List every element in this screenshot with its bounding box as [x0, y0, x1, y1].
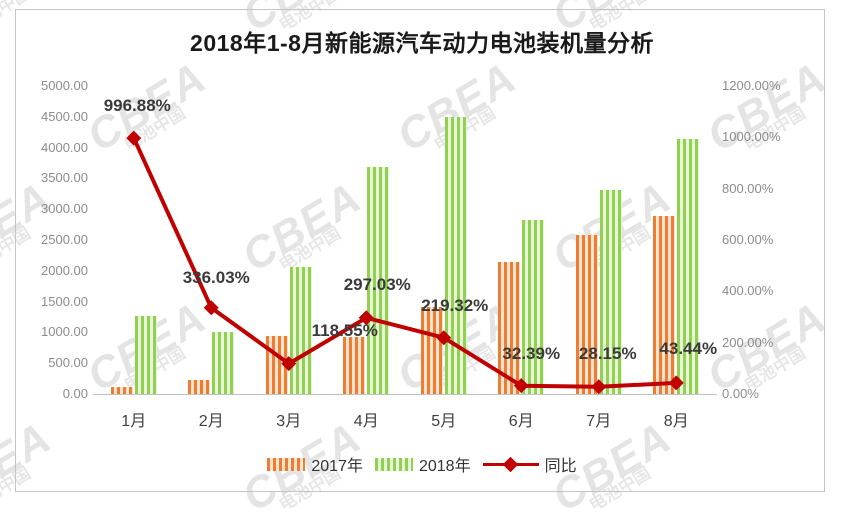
legend-item-2017: 2017年 — [267, 452, 363, 476]
x-axis-label: 5月 — [431, 413, 457, 430]
left-axis-tick: 4000.00 — [41, 139, 88, 155]
legend-label-yoy: 同比 — [544, 458, 577, 475]
legend-label-2017: 2017年 — [311, 458, 363, 475]
left-axis-tick: 2500.00 — [41, 232, 88, 247]
chart-title: 2018年1-8月新能源汽车动力电池装机量分析 — [190, 30, 654, 56]
yoy-value-label: 219.32% — [421, 295, 489, 315]
bar-2018年-6月 — [522, 219, 545, 394]
bar-2017年-8月 — [653, 216, 676, 394]
legend-diamond-icon — [502, 456, 518, 472]
left-axis-tick: 1000.00 — [41, 324, 88, 340]
x-axis-label: 3月 — [276, 413, 302, 430]
yoy-value-label: 43.44% — [659, 338, 718, 358]
legend-item-2018: 2018年 — [374, 452, 471, 476]
legend-label-2018: 2018年 — [418, 458, 471, 475]
chart-frame — [15, 9, 825, 492]
x-axis-label: 7月 — [586, 413, 612, 430]
x-axis-line — [93, 394, 717, 395]
right-axis-tick: 600.00% — [722, 232, 774, 247]
bar-2017年-7月 — [575, 234, 598, 394]
left-axis-tick: 1500.00 — [41, 293, 88, 309]
legend: 2017年 2018年 同比 — [0, 452, 844, 476]
legend-swatch-2017-icon — [267, 457, 306, 471]
x-axis-label: 4月 — [353, 413, 379, 430]
yoy-value-label: 297.03% — [343, 274, 411, 294]
left-axis-tick: 3500.00 — [41, 170, 88, 186]
left-axis-tick: 500.00 — [48, 355, 88, 371]
left-axis-tick: 3000.00 — [41, 201, 88, 217]
bar-2018年-8月 — [677, 138, 700, 394]
legend-item-yoy: 同比 — [482, 452, 577, 476]
left-axis-tick: 5000.00 — [41, 78, 88, 93]
yoy-value-label: 336.03% — [182, 267, 250, 287]
bar-2017年-5月 — [420, 307, 443, 394]
right-axis-tick: 200.00% — [722, 334, 774, 350]
bar-2018年-1月 — [134, 315, 157, 394]
bar-2017年-1月 — [110, 386, 133, 394]
x-axis-label: 8月 — [663, 413, 689, 430]
bar-2018年-2月 — [212, 332, 235, 394]
yoy-value-label: 118.55% — [311, 320, 378, 340]
x-axis-label: 6月 — [508, 413, 534, 430]
x-axis-label: 1月 — [121, 413, 147, 430]
right-axis-tick: 0.00% — [722, 386, 759, 401]
right-axis-tick: 1200.00% — [722, 78, 781, 93]
left-axis-tick: 2000.00 — [41, 262, 88, 278]
x-axis-label: 2月 — [198, 413, 224, 430]
legend-swatch-2018-icon — [374, 457, 413, 471]
bar-2017年-3月 — [265, 335, 288, 394]
left-axis-tick: 4500.00 — [41, 108, 88, 124]
bar-2017年-6月 — [498, 262, 521, 394]
right-axis-tick: 400.00% — [722, 283, 774, 299]
yoy-value-label: 996.88% — [103, 96, 171, 116]
bar-2017年-2月 — [188, 379, 211, 394]
right-axis-tick: 800.00% — [722, 180, 774, 196]
legend-line-marker-icon — [482, 456, 539, 472]
left-axis-tick: 0.00 — [62, 386, 88, 401]
bar-2017年-4月 — [343, 336, 366, 394]
bar-2018年-5月 — [444, 117, 467, 394]
right-axis-tick: 1000.00% — [722, 129, 781, 145]
